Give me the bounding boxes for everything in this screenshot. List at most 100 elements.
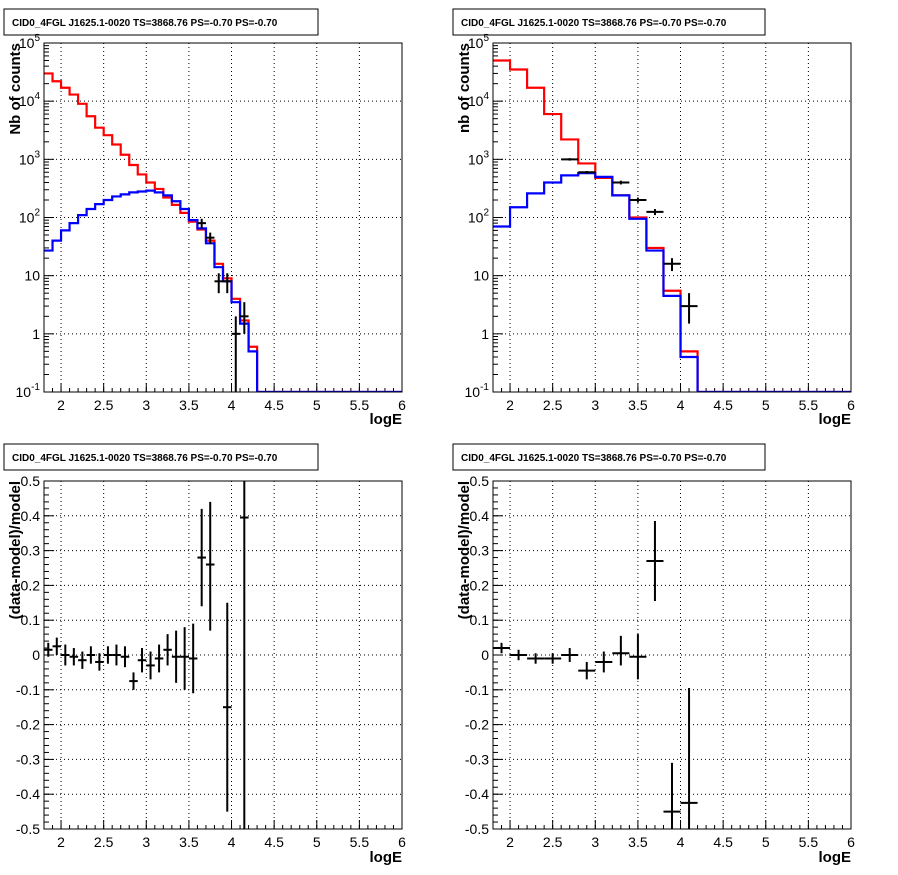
x-tick-label: 3 <box>591 397 599 413</box>
data-point <box>629 197 647 203</box>
x-tick-label: 4.5 <box>713 397 733 413</box>
plot-frame <box>492 42 852 393</box>
x-tick-label: 2 <box>506 397 514 413</box>
data-point <box>646 521 664 602</box>
y-tick-label: 102 <box>19 208 41 226</box>
x-tick-label: 6 <box>847 397 855 413</box>
y-tick-label: 0.1 <box>21 612 41 628</box>
y-tick-label: 0.4 <box>470 508 490 524</box>
data-point <box>595 651 613 673</box>
x-tick-label: 6 <box>398 834 406 850</box>
data-point <box>120 646 130 668</box>
data-point <box>197 508 206 607</box>
y-tick-label: -0.5 <box>465 821 489 837</box>
y-axis-label: (data-model)/model <box>7 481 24 619</box>
title-box <box>3 443 319 471</box>
y-tick-label: 105 <box>19 33 41 51</box>
data-point <box>188 623 198 694</box>
plot-frame <box>43 42 403 393</box>
y-tick-label: -0.5 <box>16 821 40 837</box>
y-tick-label: -0.2 <box>465 717 489 733</box>
data-point <box>205 232 215 245</box>
y-tick-label: 0.3 <box>470 543 490 559</box>
x-tick-label: 2.5 <box>543 397 563 413</box>
data-point <box>680 688 698 829</box>
x-tick-label: 5 <box>313 834 321 850</box>
y-tick-label: 10-1 <box>465 382 490 400</box>
chart-title: CID0_4FGL J1625.1-0020 TS=3868.76 PS=-0.… <box>12 453 278 464</box>
y-tick-label: 104 <box>19 91 41 109</box>
y-tick-label: 0 <box>481 647 489 663</box>
data-point <box>646 209 664 216</box>
chart-title: CID0_4FGL J1625.1-0020 TS=3868.76 PS=-0.… <box>461 453 727 464</box>
plot-panel-4: CID0_4FGL J1625.1-0020 TS=3868.76 PS=-0.… <box>452 443 855 866</box>
y-tick-label: 1 <box>481 326 489 342</box>
x-tick-label: 5.5 <box>799 397 819 413</box>
data-point <box>663 258 681 272</box>
data-point <box>680 293 698 324</box>
x-tick-label: 5 <box>762 397 770 413</box>
data-point <box>527 653 545 664</box>
y-tick-label: 103 <box>468 149 490 167</box>
y-tick-label: -0.4 <box>16 786 40 802</box>
chart-title: CID0_4FGL J1625.1-0020 TS=3868.76 PS=-0.… <box>12 18 278 29</box>
y-tick-label: 10 <box>24 268 40 284</box>
data-point <box>61 644 70 666</box>
x-tick-label: 4.5 <box>713 834 733 850</box>
data-point <box>137 648 147 673</box>
chart-title: CID0_4FGL J1625.1-0020 TS=3868.76 PS=-0.… <box>461 18 727 29</box>
data-point <box>95 653 104 671</box>
total-model-histogram <box>493 59 851 392</box>
y-tick-label: 10-1 <box>16 382 41 400</box>
x-tick-label: 3.5 <box>179 397 199 413</box>
x-tick-label: 3.5 <box>628 834 648 850</box>
y-tick-label: 0.4 <box>21 508 41 524</box>
data-point <box>180 627 189 690</box>
plot-panel-1: CID0_4FGL J1625.1-0020 TS=3868.76 PS=-0.… <box>3 8 406 428</box>
y-tick-label: 0.5 <box>470 473 490 489</box>
x-tick-label: 3.5 <box>628 397 648 413</box>
y-tick-label: 10 <box>473 268 489 284</box>
data-point <box>578 661 596 680</box>
data-point <box>69 648 79 666</box>
x-tick-label: 5.5 <box>350 834 370 850</box>
y-tick-label: 0.1 <box>470 612 490 628</box>
x-tick-label: 4 <box>677 397 685 413</box>
data-point <box>493 642 511 654</box>
data-point <box>171 630 181 683</box>
y-tick-label: 0 <box>32 647 40 663</box>
total-model-histogram <box>44 72 402 392</box>
y-tick-label: 104 <box>468 91 490 109</box>
data-point <box>231 316 241 392</box>
y-axis-label: nb of counts <box>456 43 473 133</box>
data-point <box>612 635 630 666</box>
x-tick-label: 6 <box>847 834 855 850</box>
y-tick-label: -0.2 <box>16 717 40 733</box>
x-tick-label: 2.5 <box>94 397 114 413</box>
y-tick-label: 0.5 <box>21 473 41 489</box>
x-tick-label: 2 <box>57 397 65 413</box>
x-tick-label: 6 <box>398 397 406 413</box>
x-tick-label: 4 <box>228 397 236 413</box>
x-tick-label: 5 <box>762 834 770 850</box>
data-point <box>561 158 579 161</box>
data-point <box>223 273 232 294</box>
data-point <box>154 644 164 673</box>
data-point <box>612 180 630 185</box>
data-point <box>78 651 87 669</box>
x-tick-label: 3.5 <box>179 834 199 850</box>
data-point <box>240 302 249 334</box>
data-point <box>214 273 223 294</box>
data-point <box>163 634 172 666</box>
x-tick-label: 5.5 <box>799 834 819 850</box>
x-axis-label: logE <box>370 849 403 866</box>
data-point <box>223 602 232 812</box>
y-tick-label: -0.4 <box>465 786 489 802</box>
y-axis-label: Nb of counts <box>7 43 24 135</box>
x-tick-label: 4 <box>228 834 236 850</box>
data-point <box>86 646 96 664</box>
x-tick-label: 4.5 <box>264 397 284 413</box>
x-tick-label: 3 <box>591 834 599 850</box>
x-tick-label: 4.5 <box>264 834 284 850</box>
data-point <box>103 646 113 664</box>
